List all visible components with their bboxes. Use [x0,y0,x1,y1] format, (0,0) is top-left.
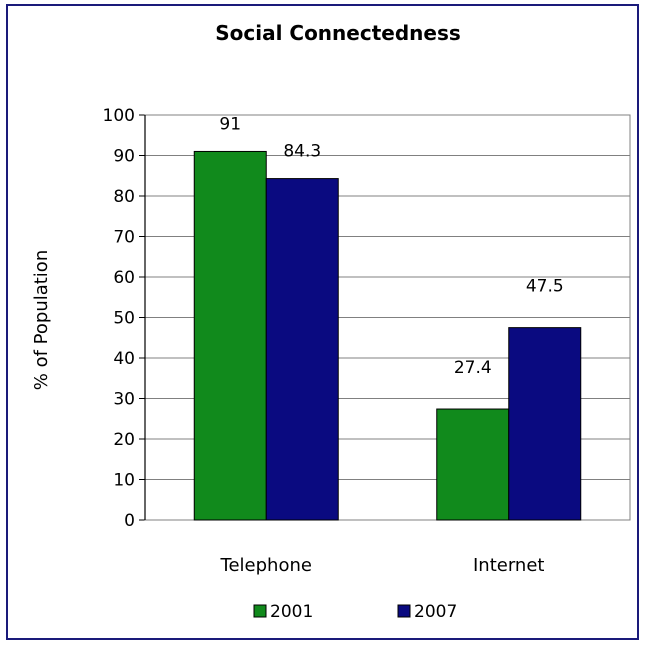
bar-2001-telephone [193,150,267,521]
data-label: 47.5 [526,277,564,297]
bar-2001-internet [436,408,510,521]
y-tick-label: 50 [113,309,135,329]
y-tick-label: 80 [113,187,135,207]
bars [193,150,582,521]
legend-label-2007: 2007 [414,602,457,622]
y-tick-label: 100 [103,106,135,126]
data-label: 91 [219,114,241,134]
y-tick-label: 30 [113,390,135,410]
legend: 2001 2007 [253,602,457,622]
y-tick-label: 70 [113,228,135,248]
category-labels: Telephone Internet [220,555,545,576]
bar-2007-internet [508,327,582,521]
legend-swatch-2001 [253,604,267,618]
data-labels: 91 84.3 27.4 47.5 [219,114,563,378]
y-tick-label: 60 [113,268,135,288]
data-label: 27.4 [454,358,492,378]
data-label: 84.3 [283,142,321,162]
y-tick-label: 90 [113,147,135,167]
chart-title: Social Connectedness [215,21,461,45]
category-label: Telephone [220,555,312,576]
y-tick-labels: 0 10 20 30 40 50 60 70 80 90 100 [103,106,135,531]
y-tick-label: 10 [113,471,135,491]
y-tick-label: 40 [113,349,135,369]
bar-2007-telephone [265,178,339,521]
category-label: Internet [473,555,544,576]
y-axis-label: % of Population [31,250,52,390]
y-tick-label: 0 [124,511,135,531]
legend-swatch-2007 [397,604,411,618]
y-tick-label: 20 [113,430,135,450]
legend-label-2001: 2001 [270,602,313,622]
